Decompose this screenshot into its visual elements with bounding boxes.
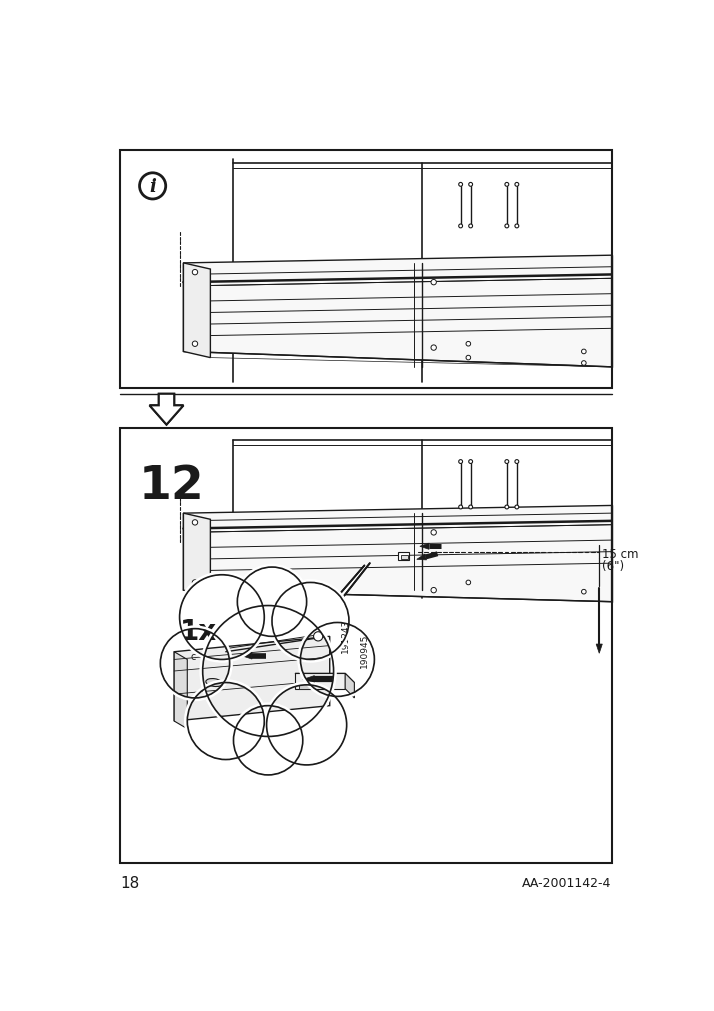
Circle shape: [466, 356, 471, 361]
Text: 15 cm: 15 cm: [601, 548, 638, 560]
Circle shape: [515, 460, 519, 464]
Polygon shape: [183, 264, 211, 358]
Polygon shape: [303, 676, 314, 683]
Circle shape: [192, 270, 198, 276]
Circle shape: [431, 530, 436, 536]
Ellipse shape: [206, 678, 223, 686]
Text: AA-2001142-4: AA-2001142-4: [522, 877, 612, 890]
Circle shape: [581, 350, 586, 355]
Polygon shape: [183, 506, 612, 603]
Circle shape: [505, 183, 509, 187]
Polygon shape: [330, 564, 370, 606]
Polygon shape: [295, 673, 354, 682]
Polygon shape: [149, 394, 183, 426]
Bar: [120, 151, 612, 389]
Polygon shape: [174, 652, 187, 729]
Polygon shape: [241, 652, 252, 659]
Polygon shape: [345, 673, 354, 699]
Circle shape: [192, 580, 198, 585]
Circle shape: [187, 682, 264, 760]
Circle shape: [313, 632, 323, 641]
Circle shape: [161, 629, 230, 699]
Text: 190945: 190945: [360, 633, 369, 667]
Circle shape: [431, 346, 436, 351]
Polygon shape: [174, 637, 330, 721]
Circle shape: [192, 342, 198, 347]
Text: i: i: [149, 178, 156, 196]
Circle shape: [272, 583, 349, 660]
Circle shape: [431, 280, 436, 285]
Circle shape: [272, 583, 348, 659]
Polygon shape: [420, 544, 429, 550]
Circle shape: [431, 587, 436, 593]
Circle shape: [458, 506, 463, 510]
Polygon shape: [596, 644, 603, 654]
Circle shape: [515, 506, 519, 510]
Text: 1x: 1x: [180, 618, 217, 645]
Circle shape: [237, 567, 306, 637]
Circle shape: [515, 183, 519, 187]
Circle shape: [267, 685, 346, 764]
Bar: [398, 553, 409, 560]
Circle shape: [468, 224, 473, 228]
Circle shape: [466, 580, 471, 585]
Polygon shape: [295, 673, 345, 690]
Circle shape: [468, 460, 473, 464]
Circle shape: [266, 685, 347, 765]
Circle shape: [203, 606, 333, 737]
Circle shape: [458, 183, 463, 187]
Circle shape: [180, 575, 264, 660]
Circle shape: [505, 460, 509, 464]
Circle shape: [505, 506, 509, 510]
Polygon shape: [183, 514, 211, 596]
Bar: [401, 555, 408, 559]
Polygon shape: [149, 394, 183, 426]
Circle shape: [466, 342, 471, 347]
Circle shape: [301, 623, 374, 697]
Circle shape: [301, 623, 374, 697]
Text: 12: 12: [139, 464, 204, 509]
Circle shape: [458, 460, 463, 464]
Circle shape: [468, 183, 473, 187]
Circle shape: [468, 506, 473, 510]
Bar: [299, 684, 311, 690]
Circle shape: [458, 224, 463, 228]
Circle shape: [234, 707, 303, 774]
Text: 18: 18: [120, 876, 139, 891]
Text: 191243: 191243: [341, 618, 350, 652]
Text: c: c: [191, 651, 196, 661]
Circle shape: [238, 568, 306, 636]
Circle shape: [515, 224, 519, 228]
Circle shape: [192, 521, 198, 526]
Polygon shape: [154, 395, 180, 422]
Polygon shape: [417, 554, 426, 560]
Circle shape: [581, 361, 586, 366]
Circle shape: [139, 174, 166, 200]
Circle shape: [203, 607, 333, 736]
Circle shape: [505, 224, 509, 228]
Circle shape: [581, 589, 586, 594]
Circle shape: [180, 575, 264, 659]
Circle shape: [161, 630, 229, 698]
Polygon shape: [183, 256, 612, 367]
Bar: [120, 429, 612, 863]
Circle shape: [188, 683, 264, 759]
Circle shape: [233, 706, 303, 775]
Text: (6"): (6"): [601, 560, 623, 573]
